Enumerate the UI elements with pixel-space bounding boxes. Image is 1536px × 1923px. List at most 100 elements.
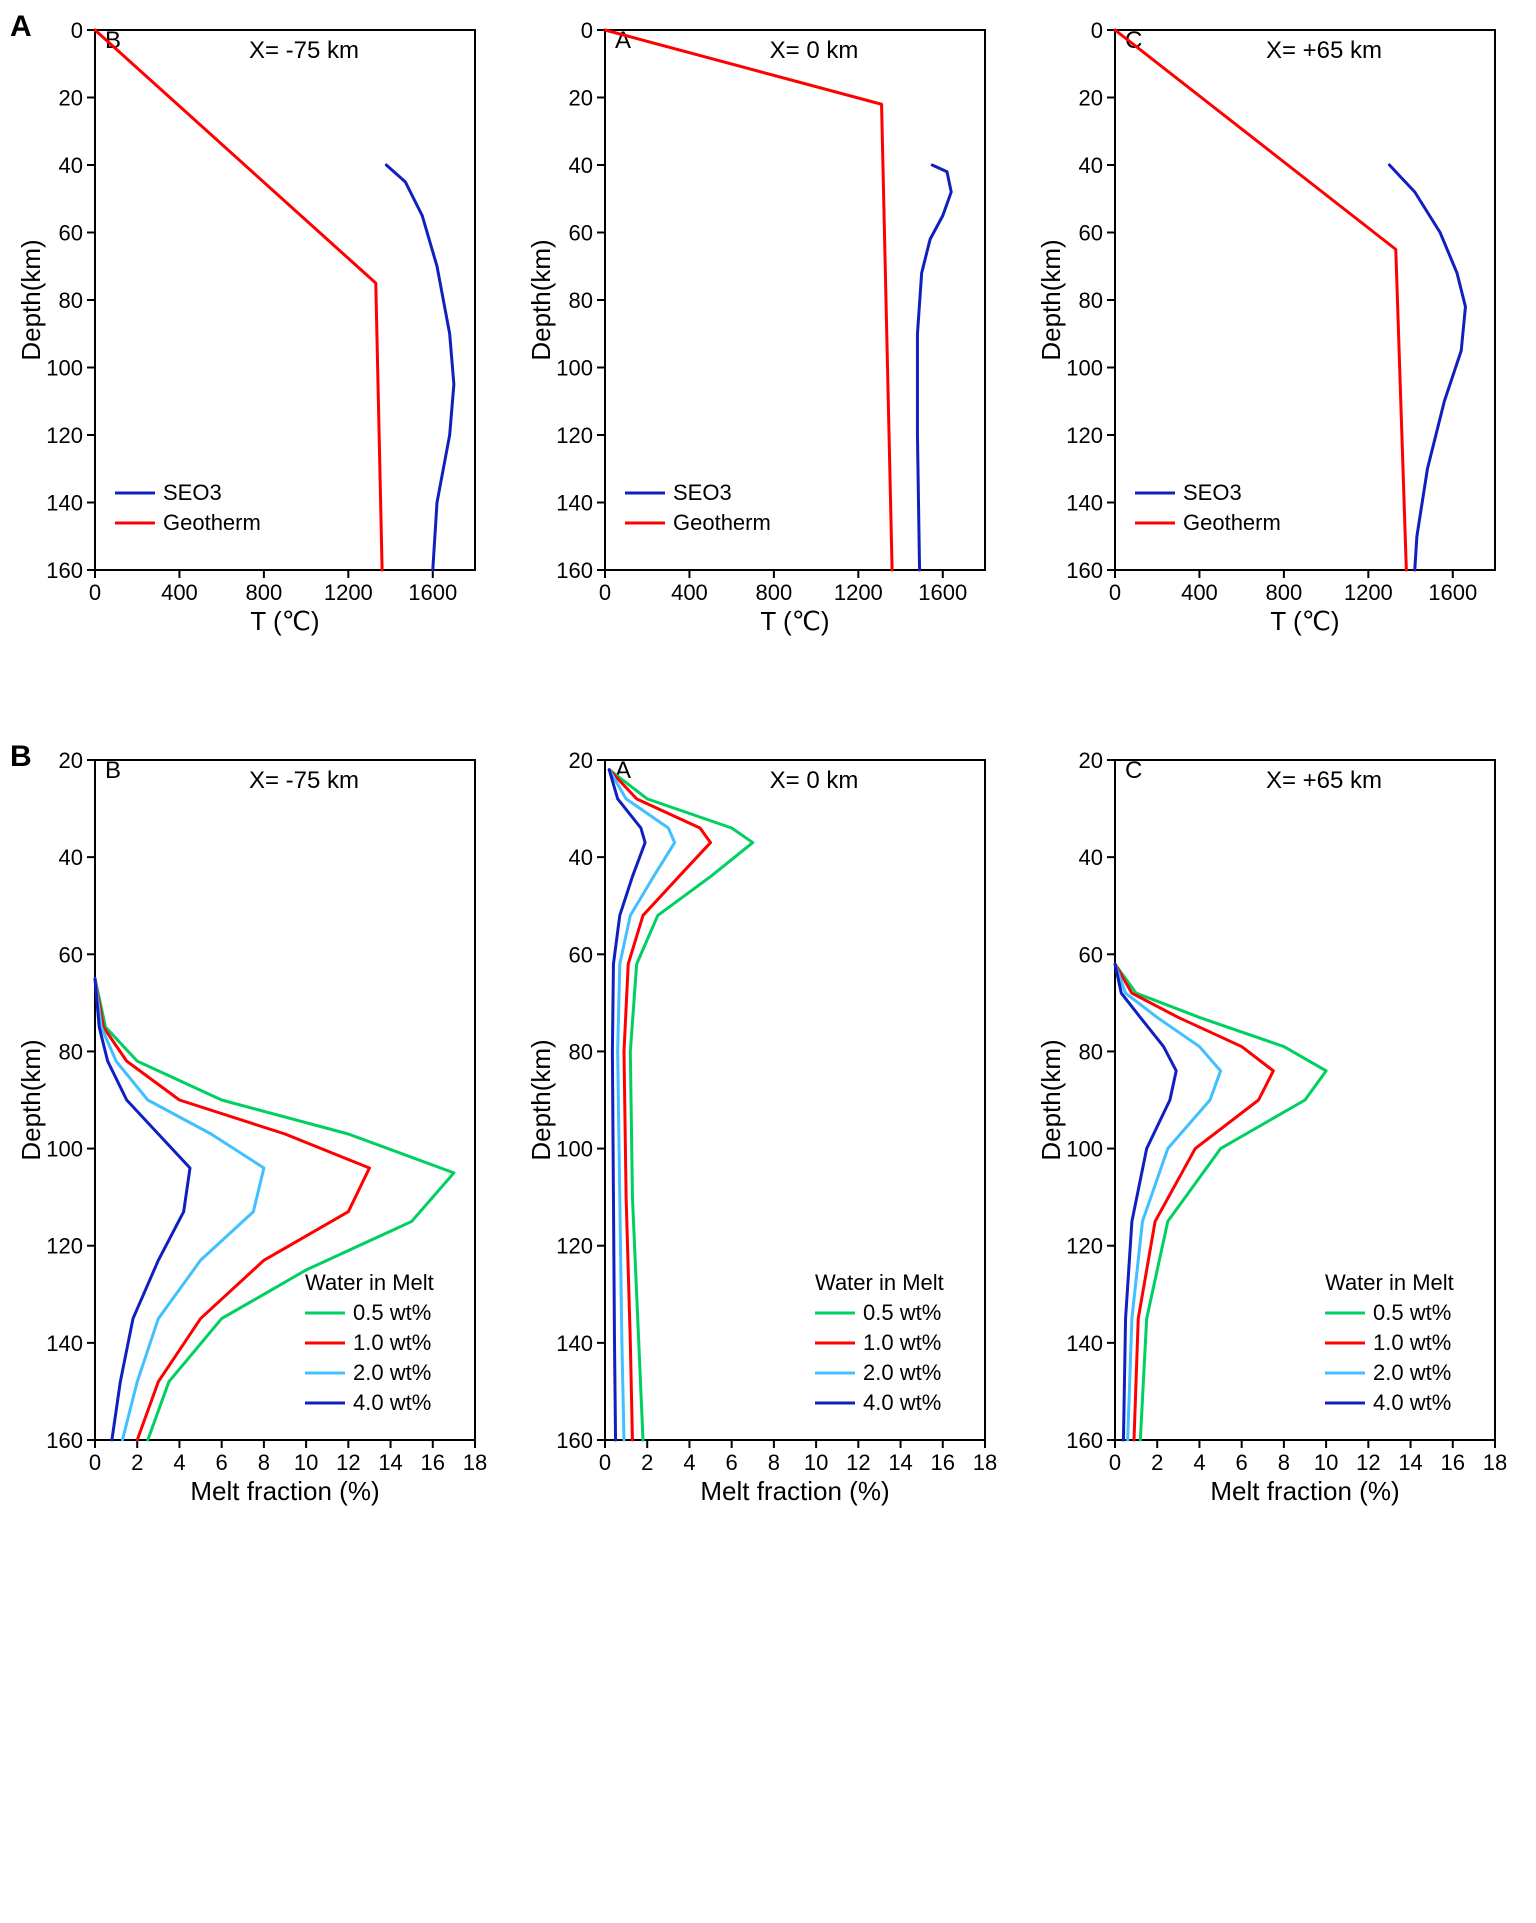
- figure: A 020406080100120140160040080012001600T …: [20, 20, 1520, 1540]
- svg-text:120: 120: [1066, 423, 1103, 448]
- svg-text:40: 40: [569, 845, 593, 870]
- svg-text:1600: 1600: [918, 580, 967, 605]
- svg-text:120: 120: [46, 423, 83, 448]
- svg-text:40: 40: [59, 153, 83, 178]
- svg-text:0: 0: [1109, 1450, 1121, 1475]
- svg-text:Depth(km): Depth(km): [530, 1039, 556, 1160]
- svg-text:0.5 wt%: 0.5 wt%: [353, 1300, 431, 1325]
- svg-text:Melt fraction (%): Melt fraction (%): [190, 1476, 379, 1506]
- svg-text:A: A: [615, 27, 631, 54]
- svg-text:4.0 wt%: 4.0 wt%: [353, 1390, 431, 1415]
- svg-text:800: 800: [1266, 580, 1303, 605]
- svg-text:4: 4: [173, 1450, 185, 1475]
- row-a: A 020406080100120140160040080012001600T …: [20, 20, 1520, 670]
- svg-text:10: 10: [1314, 1450, 1338, 1475]
- svg-text:Depth(km): Depth(km): [20, 1039, 46, 1160]
- svg-text:16: 16: [421, 1450, 445, 1475]
- svg-text:8: 8: [1278, 1450, 1290, 1475]
- svg-text:18: 18: [1483, 1450, 1507, 1475]
- svg-text:40: 40: [1079, 845, 1103, 870]
- svg-text:2: 2: [131, 1450, 143, 1475]
- svg-text:60: 60: [569, 942, 593, 967]
- svg-text:20: 20: [569, 750, 593, 773]
- svg-text:140: 140: [1066, 1331, 1103, 1356]
- svg-text:X= -75 km: X= -75 km: [249, 767, 359, 794]
- svg-text:120: 120: [46, 1234, 83, 1259]
- svg-text:Water in Melt: Water in Melt: [815, 1270, 944, 1295]
- svg-text:14: 14: [888, 1450, 912, 1475]
- svg-text:60: 60: [569, 221, 593, 246]
- svg-text:4: 4: [683, 1450, 695, 1475]
- svg-text:160: 160: [556, 1428, 593, 1453]
- svg-text:100: 100: [46, 1137, 83, 1162]
- svg-text:Depth(km): Depth(km): [530, 239, 556, 360]
- svg-text:140: 140: [556, 1331, 593, 1356]
- svg-text:14: 14: [378, 1450, 402, 1475]
- svg-text:80: 80: [1079, 288, 1103, 313]
- svg-text:140: 140: [556, 491, 593, 516]
- svg-text:Melt fraction (%): Melt fraction (%): [700, 1476, 889, 1506]
- svg-text:60: 60: [1079, 942, 1103, 967]
- svg-text:Water in Melt: Water in Melt: [305, 1270, 434, 1295]
- svg-text:160: 160: [46, 558, 83, 583]
- svg-text:Depth(km): Depth(km): [20, 239, 46, 360]
- svg-text:10: 10: [804, 1450, 828, 1475]
- svg-text:160: 160: [1066, 558, 1103, 583]
- row-b: B 20406080100120140160024681012141618Mel…: [20, 750, 1520, 1540]
- svg-text:80: 80: [569, 288, 593, 313]
- svg-text:100: 100: [556, 1137, 593, 1162]
- svg-text:120: 120: [556, 423, 593, 448]
- chart-a3: 020406080100120140160040080012001600T (℃…: [1040, 20, 1520, 670]
- svg-text:Geotherm: Geotherm: [1183, 510, 1281, 535]
- svg-text:Geotherm: Geotherm: [673, 510, 771, 535]
- svg-text:80: 80: [1079, 1039, 1103, 1064]
- svg-text:T (℃): T (℃): [760, 606, 829, 636]
- svg-text:80: 80: [569, 1039, 593, 1064]
- svg-text:120: 120: [556, 1234, 593, 1259]
- svg-text:X= +65 km: X= +65 km: [1266, 767, 1382, 794]
- svg-text:400: 400: [671, 580, 708, 605]
- chart-b3: 20406080100120140160024681012141618Melt …: [1040, 750, 1520, 1540]
- svg-text:18: 18: [973, 1450, 997, 1475]
- svg-text:2.0 wt%: 2.0 wt%: [1373, 1360, 1451, 1385]
- svg-text:Water in Melt: Water in Melt: [1325, 1270, 1454, 1295]
- svg-text:140: 140: [46, 491, 83, 516]
- svg-text:40: 40: [59, 845, 83, 870]
- svg-text:0: 0: [71, 20, 83, 43]
- svg-text:800: 800: [756, 580, 793, 605]
- svg-text:80: 80: [59, 288, 83, 313]
- svg-text:20: 20: [59, 750, 83, 773]
- svg-text:SEO3: SEO3: [1183, 480, 1242, 505]
- svg-text:160: 160: [46, 1428, 83, 1453]
- svg-text:1200: 1200: [834, 580, 883, 605]
- svg-text:14: 14: [1398, 1450, 1422, 1475]
- svg-text:20: 20: [1079, 86, 1103, 111]
- svg-text:20: 20: [1079, 750, 1103, 773]
- svg-text:0.5 wt%: 0.5 wt%: [1373, 1300, 1451, 1325]
- svg-text:1.0 wt%: 1.0 wt%: [353, 1330, 431, 1355]
- svg-text:SEO3: SEO3: [163, 480, 222, 505]
- svg-text:0: 0: [599, 580, 611, 605]
- svg-text:12: 12: [336, 1450, 360, 1475]
- svg-text:T (℃): T (℃): [1270, 606, 1339, 636]
- svg-text:16: 16: [1441, 1450, 1465, 1475]
- svg-text:160: 160: [1066, 1428, 1103, 1453]
- svg-text:18: 18: [463, 1450, 487, 1475]
- svg-text:100: 100: [556, 356, 593, 381]
- svg-text:0: 0: [599, 1450, 611, 1475]
- svg-text:8: 8: [768, 1450, 780, 1475]
- svg-text:60: 60: [59, 221, 83, 246]
- svg-text:Geotherm: Geotherm: [163, 510, 261, 535]
- chart-b2: 20406080100120140160024681012141618Melt …: [530, 750, 1010, 1540]
- svg-text:400: 400: [161, 580, 198, 605]
- svg-text:12: 12: [1356, 1450, 1380, 1475]
- svg-text:0: 0: [1109, 580, 1121, 605]
- svg-text:10: 10: [294, 1450, 318, 1475]
- svg-text:Melt fraction (%): Melt fraction (%): [1210, 1476, 1399, 1506]
- svg-text:1200: 1200: [324, 580, 373, 605]
- svg-text:12: 12: [846, 1450, 870, 1475]
- svg-text:0.5 wt%: 0.5 wt%: [863, 1300, 941, 1325]
- svg-text:120: 120: [1066, 1234, 1103, 1259]
- svg-text:Depth(km): Depth(km): [1040, 239, 1066, 360]
- svg-text:4.0 wt%: 4.0 wt%: [1373, 1390, 1451, 1415]
